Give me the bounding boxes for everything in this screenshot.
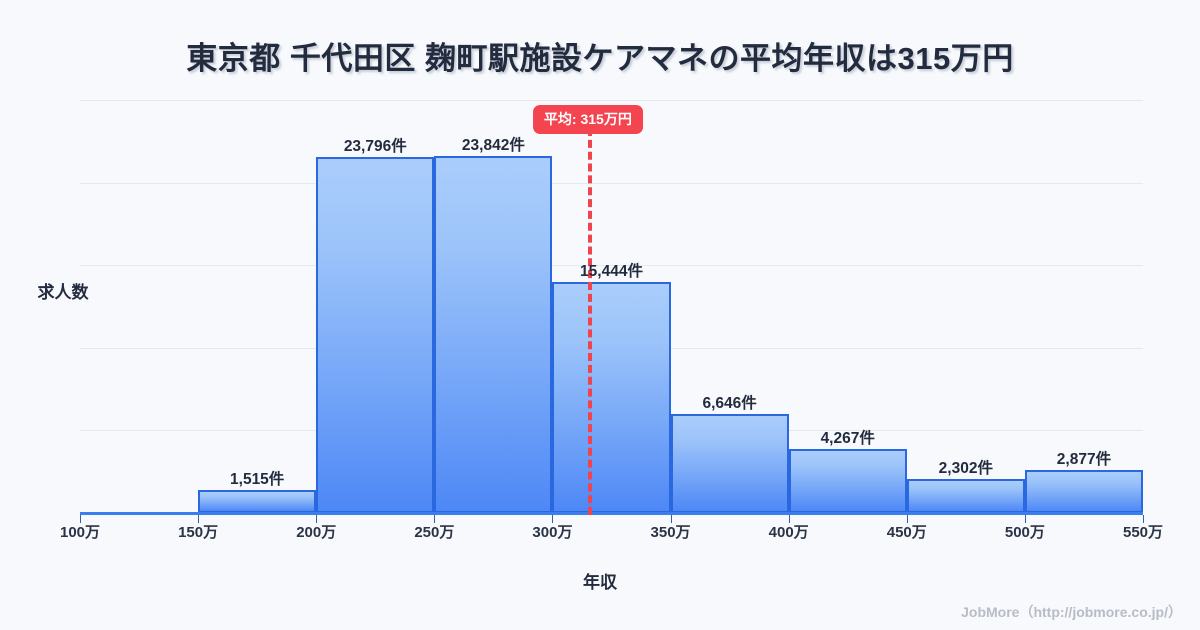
bar[interactable]: [552, 281, 671, 513]
x-axis-tick-label: 350万: [650, 524, 691, 541]
bar-value-label: 23,796件: [343, 137, 407, 155]
y-axis-title: 求人数: [37, 283, 89, 302]
x-axis-tick: [80, 515, 81, 523]
bar[interactable]: [1024, 469, 1143, 513]
x-axis-tick: [1025, 515, 1026, 523]
bar-value-label: 2,877件: [1056, 450, 1112, 468]
plot-area: [80, 100, 1143, 513]
x-axis-tick-label: 500万: [1004, 524, 1045, 541]
x-axis-tick-label: 200万: [296, 524, 337, 541]
x-axis-tick: [1143, 515, 1144, 523]
bar[interactable]: [906, 478, 1025, 513]
x-axis-tick: [789, 515, 790, 523]
x-axis-tick: [434, 515, 435, 523]
average-line: [587, 128, 592, 515]
x-axis-tick: [316, 515, 317, 523]
x-axis-tick: [907, 515, 908, 523]
x-axis-tick-label: 150万: [178, 524, 219, 541]
bar[interactable]: [788, 449, 907, 513]
bar-value-label: 1,515件: [230, 471, 285, 489]
x-axis-line: [80, 512, 1143, 515]
x-axis-tick-label: 250万: [414, 524, 455, 541]
bar[interactable]: [198, 490, 317, 513]
x-axis-tick: [198, 515, 199, 523]
x-axis-tick: [552, 515, 553, 523]
x-axis-tick-label: 300万: [532, 524, 573, 541]
x-axis-tick-label: 400万: [768, 524, 809, 541]
bar-value-label: 6,646件: [702, 394, 757, 412]
bar[interactable]: [316, 156, 435, 513]
gridline: [80, 265, 1143, 266]
bar-value-label: 2,302件: [938, 459, 993, 477]
x-axis-tick-label: 100万: [59, 524, 101, 541]
x-axis-title: 年収: [583, 573, 617, 592]
bar-value-label: 4,267件: [820, 430, 875, 448]
x-axis-tick: [671, 515, 672, 523]
x-axis-tick-label: 450万: [886, 524, 927, 541]
bar-value-label: 23,842件: [461, 137, 525, 155]
gridline: [80, 183, 1143, 184]
gridline: [80, 100, 1143, 101]
bar[interactable]: [670, 413, 789, 513]
footer-watermark: JobMore（http://jobmore.co.jp/）: [961, 604, 1182, 620]
page-title: 東京都 千代田区 麹町駅施設ケアマネの平均年収は315万円: [186, 41, 1014, 76]
bar[interactable]: [434, 156, 553, 513]
x-axis-tick-label: 550万: [1122, 524, 1164, 541]
average-badge: 平均: 315万円: [532, 105, 643, 134]
bar-value-label: 15,444件: [580, 262, 643, 280]
